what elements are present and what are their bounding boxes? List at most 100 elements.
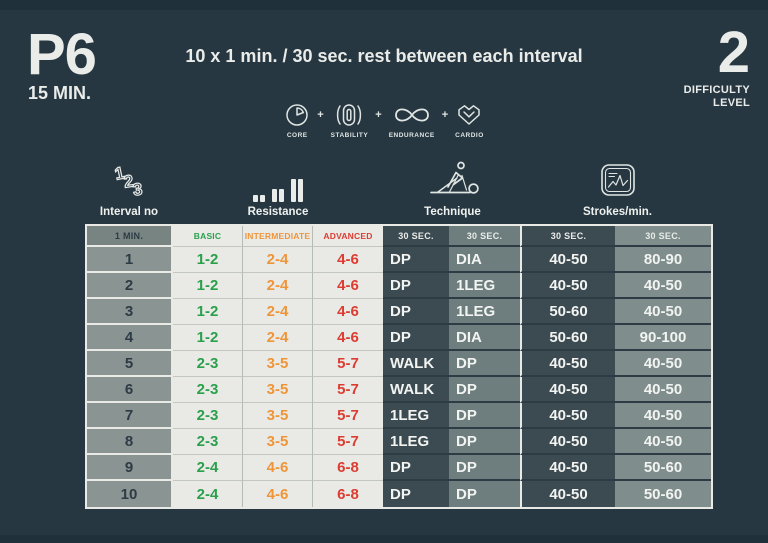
focus-icons-row: CORE + STABILITY + ENDURANCE + (0, 101, 768, 139)
strokes-first-half-cell: 40-50 (520, 273, 615, 299)
group-header-strokes: Strokes/min. (522, 158, 713, 218)
resistance-intermediate-cell: 4-6 (243, 455, 313, 481)
resistance-advanced-cell: 4-6 (313, 273, 383, 299)
strokes-first-half-cell: 50-60 (520, 299, 615, 325)
interval-number-cell: 3 (87, 299, 173, 325)
technique-second-half-cell: DIA (449, 325, 520, 351)
group-label-strokes: Strokes/min. (582, 206, 653, 218)
interval-number-cell: 4 (87, 325, 173, 351)
focus-label: ENDURANCE (388, 132, 435, 139)
endurance-icon (390, 101, 434, 129)
strokes-first-half-cell: 40-50 (520, 481, 615, 507)
resistance-basic-cell: 1-2 (173, 325, 243, 351)
technique-first-half-cell: DP (383, 299, 449, 325)
technique-first-half-cell: 1LEG (383, 403, 449, 429)
resistance-basic-cell: 2-4 (173, 481, 243, 507)
resistance-advanced-cell: 5-7 (313, 429, 383, 455)
technique-first-half-cell: DP (383, 481, 449, 507)
program-code: P6 (27, 22, 97, 87)
difficulty-label: DIFFICULTY LEVEL (684, 84, 750, 110)
subheader-basic: BASIC (173, 226, 243, 247)
stroke-monitor-icon (600, 163, 636, 202)
plus-separator: + (317, 109, 324, 121)
resistance-advanced-cell: 4-6 (313, 325, 383, 351)
interval-number-cell: 7 (87, 403, 173, 429)
strokes-second-half-cell: 90-100 (615, 325, 711, 351)
group-label-interval: Interval no (99, 206, 159, 218)
resistance-basic-cell: 1-2 (173, 273, 243, 299)
digit-three: 3 (131, 179, 144, 200)
technique-second-half-cell: DIA (449, 247, 520, 273)
resistance-intermediate-cell: 3-5 (243, 403, 313, 429)
interval-number-cell: 9 (87, 455, 173, 481)
subheader-strokes-b: 30 SEC. (615, 226, 711, 247)
technique-first-half-cell: DP (383, 273, 449, 299)
interval-number-cell: 6 (87, 377, 173, 403)
interval-123-icon: 1 2 3 (107, 163, 151, 202)
resistance-basic-cell: 1-2 (173, 247, 243, 273)
focus-item-stability: STABILITY (331, 101, 369, 139)
technique-second-half-cell: 1LEG (449, 299, 520, 325)
subheader-advanced: ADVANCED (313, 226, 383, 247)
resistance-intermediate-cell: 3-5 (243, 429, 313, 455)
technique-second-half-cell: DP (449, 403, 520, 429)
focus-item-cardio: CARDIO (455, 101, 484, 139)
session-summary: 10 x 1 min. / 30 sec. rest between each … (185, 46, 583, 66)
resistance-basic-cell: 2-3 (173, 351, 243, 377)
resistance-bars-icon (253, 177, 303, 202)
strokes-first-half-cell: 40-50 (520, 403, 615, 429)
strokes-first-half-cell: 40-50 (520, 247, 615, 273)
resistance-advanced-cell: 6-8 (313, 481, 383, 507)
strokes-second-half-cell: 50-60 (615, 481, 711, 507)
bottom-edge-strip (0, 535, 768, 543)
focus-label: CARDIO (455, 132, 484, 139)
resistance-intermediate-cell: 2-4 (243, 299, 313, 325)
group-label-resistance: Resistance (247, 206, 309, 218)
strokes-second-half-cell: 40-50 (615, 299, 711, 325)
plus-separator: + (375, 109, 382, 121)
group-header-technique: Technique (383, 158, 522, 218)
resistance-advanced-cell: 5-7 (313, 377, 383, 403)
resistance-intermediate-cell: 2-4 (243, 325, 313, 351)
interval-number-cell: 8 (87, 429, 173, 455)
resistance-intermediate-cell: 3-5 (243, 351, 313, 377)
level-word: LEVEL (713, 97, 750, 109)
resistance-basic-cell: 1-2 (173, 299, 243, 325)
subheader-intermediate: INTERMEDIATE (243, 226, 313, 247)
top-edge-strip (0, 0, 768, 10)
strokes-second-half-cell: 40-50 (615, 429, 711, 455)
strokes-second-half-cell: 40-50 (615, 377, 711, 403)
program-table: 1 MIN. BASIC INTERMEDIATE ADVANCED 30 SE… (85, 224, 713, 509)
strokes-second-half-cell: 40-50 (615, 351, 711, 377)
plus-separator: + (441, 109, 449, 121)
technique-second-half-cell: DP (449, 351, 520, 377)
strokes-first-half-cell: 40-50 (520, 377, 615, 403)
technique-second-half-cell: DP (449, 429, 520, 455)
strokes-first-half-cell: 50-60 (520, 325, 615, 351)
group-header-resistance: Resistance (173, 158, 383, 218)
resistance-basic-cell: 2-3 (173, 403, 243, 429)
resistance-intermediate-cell: 2-4 (243, 273, 313, 299)
technique-second-half-cell: DP (449, 455, 520, 481)
difficulty-word: DIFFICULTY (683, 84, 750, 96)
technique-second-half-cell: 1LEG (449, 273, 520, 299)
difficulty-value: 2 (717, 20, 750, 85)
resistance-advanced-cell: 4-6 (313, 247, 383, 273)
strokes-first-half-cell: 40-50 (520, 455, 615, 481)
technique-second-half-cell: DP (449, 377, 520, 403)
technique-first-half-cell: DP (383, 325, 449, 351)
technique-second-half-cell: DP (449, 481, 520, 507)
subheader-interval: 1 MIN. (87, 226, 173, 247)
technique-first-half-cell: WALK (383, 377, 449, 403)
interval-number-cell: 5 (87, 351, 173, 377)
technique-first-half-cell: DP (383, 455, 449, 481)
resistance-basic-cell: 2-3 (173, 377, 243, 403)
resistance-advanced-cell: 5-7 (313, 351, 383, 377)
group-header-interval: 1 2 3 Interval no (85, 158, 173, 218)
focus-label: STABILITY (330, 132, 369, 139)
strokes-second-half-cell: 50-60 (615, 455, 711, 481)
focus-item-endurance: ENDURANCE (389, 101, 435, 139)
resistance-intermediate-cell: 2-4 (243, 247, 313, 273)
focus-label: CORE (286, 132, 308, 139)
cardio-icon (455, 101, 483, 129)
